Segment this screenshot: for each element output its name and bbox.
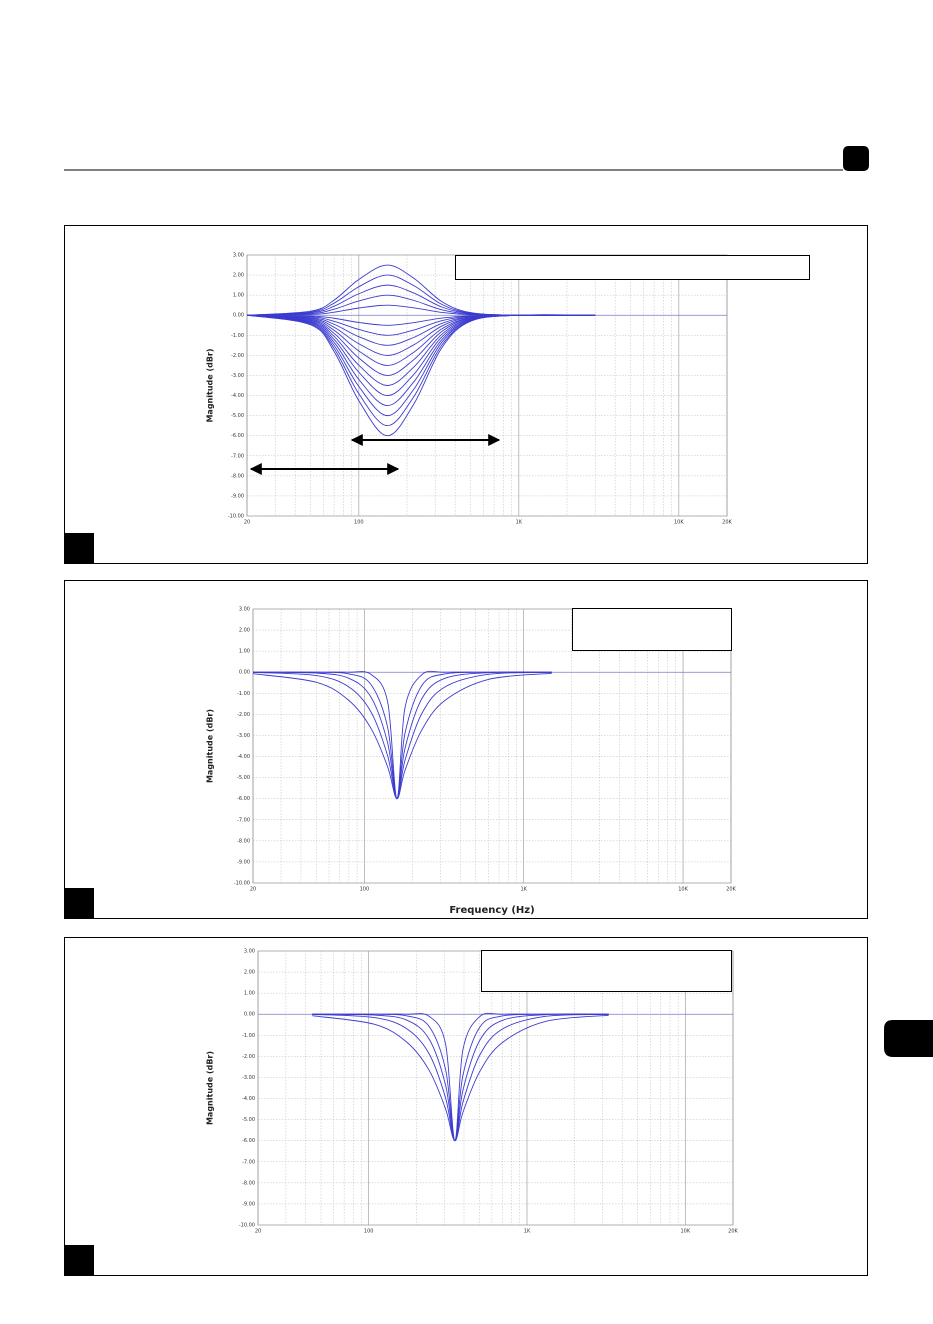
label-box bbox=[455, 255, 810, 280]
y-tick-label: -1.00 bbox=[237, 691, 250, 697]
plot-area bbox=[257, 950, 734, 1226]
y-tick-label: 1.00 bbox=[244, 991, 255, 997]
y-tick-label: -1.00 bbox=[242, 1033, 255, 1039]
y-tick-label: -2.00 bbox=[237, 712, 250, 718]
y-tick-label: -5.00 bbox=[242, 1117, 255, 1123]
y-tick-label: 0.00 bbox=[233, 313, 244, 319]
y-axis-title: Magnitude (dBr) bbox=[206, 1051, 215, 1125]
y-tick-label: 3.00 bbox=[239, 607, 250, 613]
y-tick-label: 2.00 bbox=[233, 273, 244, 279]
y-tick-label: -6.00 bbox=[242, 1138, 255, 1144]
label-box bbox=[572, 608, 732, 651]
y-tick-label: 2.00 bbox=[239, 628, 250, 634]
y-tick-label: -9.00 bbox=[231, 493, 244, 499]
y-tick-label: -4.00 bbox=[242, 1096, 255, 1102]
panel-marker bbox=[64, 888, 94, 918]
x-tick-label: 20K bbox=[728, 1229, 738, 1235]
panel-frame bbox=[64, 225, 868, 564]
panel-frame bbox=[64, 937, 868, 1276]
y-tick-label: -5.00 bbox=[237, 775, 250, 781]
panel-frame bbox=[64, 580, 868, 919]
y-tick-label: -10.00 bbox=[239, 1223, 255, 1229]
y-tick-label: -7.00 bbox=[237, 817, 250, 823]
y-tick-label: -10.00 bbox=[234, 881, 250, 887]
x-tick-label: 1K bbox=[516, 520, 523, 526]
y-tick-label: -5.00 bbox=[231, 413, 244, 419]
x-axis-title: Frequency (Hz) bbox=[449, 905, 534, 916]
y-tick-label: 3.00 bbox=[233, 253, 244, 259]
y-tick-label: -8.00 bbox=[237, 838, 250, 844]
y-tick-label: -9.00 bbox=[242, 1201, 255, 1207]
y-tick-label: -6.00 bbox=[231, 433, 244, 439]
panel-marker bbox=[64, 533, 94, 563]
x-tick-label: 10K bbox=[681, 1229, 691, 1235]
panel-marker bbox=[64, 1245, 94, 1275]
y-tick-label: -7.00 bbox=[242, 1159, 255, 1165]
side-tab bbox=[884, 1020, 933, 1057]
y-axis-title: Magnitude (dBr) bbox=[206, 709, 215, 783]
y-tick-label: 1.00 bbox=[233, 293, 244, 299]
y-tick-label: -1.00 bbox=[231, 333, 244, 339]
x-tick-label: 100 bbox=[364, 1229, 374, 1235]
label-box bbox=[481, 950, 732, 992]
y-tick-label: 3.00 bbox=[244, 949, 255, 955]
x-tick-label: 20 bbox=[250, 887, 256, 893]
y-tick-label: -8.00 bbox=[242, 1180, 255, 1186]
chart: 3.00 2.00 1.00 0.00 -1.00 -2.00 -3.00 -4.00 -5.0… bbox=[206, 607, 737, 917]
y-tick-label: 2.00 bbox=[244, 970, 255, 976]
y-tick-label: -2.00 bbox=[231, 353, 244, 359]
x-tick-label: 20K bbox=[722, 520, 732, 526]
y-tick-label: -4.00 bbox=[231, 393, 244, 399]
y-axis-title: Magnitude (dBr) bbox=[206, 348, 215, 422]
y-tick-label: -3.00 bbox=[231, 373, 244, 379]
x-tick-label: 10K bbox=[678, 887, 688, 893]
x-tick-label: 100 bbox=[354, 520, 364, 526]
y-tick-label: -7.00 bbox=[231, 453, 244, 459]
x-tick-label: 10K bbox=[674, 520, 684, 526]
y-tick-label: 1.00 bbox=[239, 649, 250, 655]
y-tick-label: -3.00 bbox=[242, 1075, 255, 1081]
y-tick-label: -3.00 bbox=[237, 733, 250, 739]
x-tick-label: 20 bbox=[255, 1229, 261, 1235]
x-tick-label: 1K bbox=[524, 1229, 531, 1235]
plot-area bbox=[252, 608, 732, 884]
response-curve bbox=[252, 672, 552, 800]
charts: 3.00 2.00 1.00 0.00 -1.00 -2.00 -3.00 -4.00 -5.0… bbox=[206, 253, 739, 1235]
x-tick-label: 1K bbox=[520, 887, 527, 893]
x-tick-label: 100 bbox=[360, 887, 370, 893]
y-tick-label: -2.00 bbox=[242, 1054, 255, 1060]
y-tick-label: -9.00 bbox=[237, 859, 250, 865]
plot-area bbox=[246, 254, 728, 517]
response-curve bbox=[246, 314, 596, 437]
y-tick-label: -8.00 bbox=[231, 473, 244, 479]
y-tick-label: 0.00 bbox=[244, 1012, 255, 1018]
chart: 3.00 2.00 1.00 0.00 -1.00 -2.00 -3.00 -4.00 -5.0… bbox=[206, 253, 733, 526]
y-tick-label: 0.00 bbox=[239, 670, 250, 676]
y-tick-label: -6.00 bbox=[237, 796, 250, 802]
x-tick-label: 20K bbox=[726, 887, 736, 893]
page-badge bbox=[843, 146, 869, 171]
y-tick-label: -4.00 bbox=[237, 754, 250, 760]
response-curve bbox=[312, 1014, 609, 1142]
x-tick-label: 20 bbox=[244, 520, 250, 526]
y-tick-label: -10.00 bbox=[228, 514, 244, 520]
